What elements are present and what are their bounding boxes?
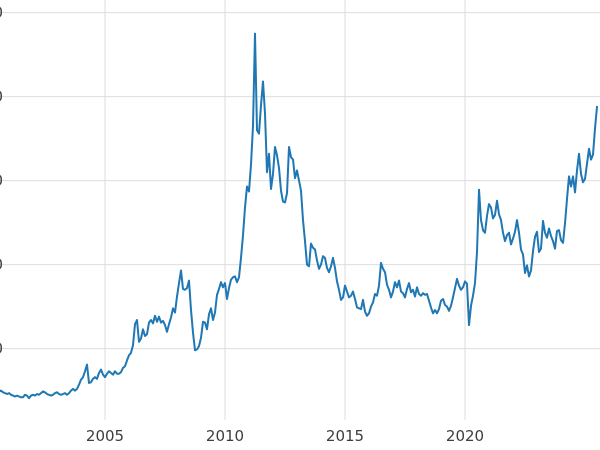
y-tick-label: 50	[0, 4, 3, 22]
x-tick-label: 2005	[86, 427, 124, 445]
y-tick-label: 10	[0, 340, 3, 358]
x-tick-label: 2010	[206, 427, 244, 445]
x-tick-label: 2020	[446, 427, 484, 445]
y-tick-label: 20	[0, 256, 3, 274]
price-line	[0, 32, 598, 400]
x-tick-label: 2015	[326, 427, 364, 445]
y-tick-label: 30	[0, 172, 3, 190]
y-tick-label: 40	[0, 88, 3, 106]
